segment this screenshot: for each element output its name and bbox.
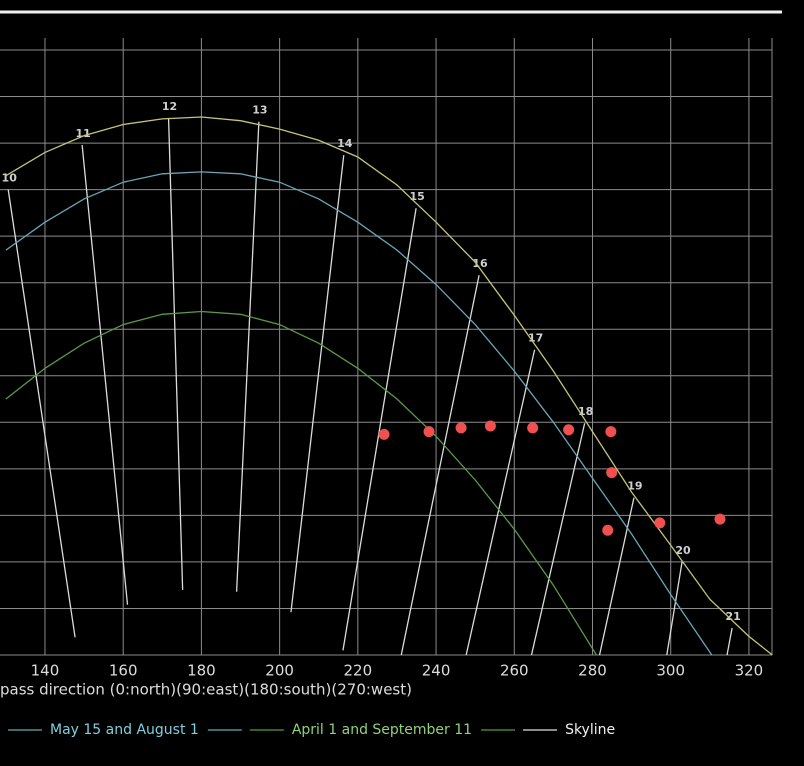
x-tick-label: 160 — [109, 662, 138, 680]
hour-line — [465, 349, 536, 656]
skyline-point — [563, 424, 575, 436]
x-tick-label: 180 — [187, 662, 216, 680]
x-tick-label: 240 — [422, 662, 451, 680]
skyline-point — [527, 422, 539, 434]
hour-label: 19 — [627, 480, 642, 493]
skyline-point — [423, 426, 435, 438]
x-tick-label: 260 — [500, 662, 529, 680]
x-tick-label: 300 — [656, 662, 685, 680]
hour-label: 20 — [675, 544, 691, 557]
hour-label: 15 — [409, 190, 424, 203]
sun-path — [5, 171, 713, 656]
hour-line — [81, 144, 129, 605]
skyline-point — [714, 513, 726, 525]
x-tick-label: 220 — [344, 662, 373, 680]
hour-line — [342, 208, 417, 651]
hour-label: 12 — [162, 100, 177, 113]
legend-label: May 15 and August 1 — [50, 722, 199, 738]
hour-label: 16 — [472, 257, 488, 270]
skyline-point — [605, 426, 617, 438]
hour-line — [726, 627, 733, 656]
hour-label: 10 — [2, 172, 18, 185]
x-tick-label: 320 — [735, 662, 764, 680]
hour-line — [7, 189, 76, 638]
hour-line — [400, 275, 480, 656]
hour-line — [290, 155, 345, 613]
skyline-point — [654, 517, 666, 529]
x-tick-label: 200 — [265, 662, 294, 680]
hour-line — [167, 117, 184, 590]
hour-label: 14 — [337, 137, 353, 150]
skyline-point — [606, 467, 618, 479]
x-tick-label: 140 — [31, 662, 60, 680]
skyline-point — [602, 524, 614, 536]
hour-label: 13 — [252, 104, 267, 117]
hour-line — [530, 423, 586, 656]
hour-line — [598, 497, 635, 656]
hour-line — [235, 121, 260, 592]
legend-label: April 1 and September 11 — [292, 722, 472, 738]
hour-label: 21 — [725, 610, 740, 623]
skyline-point — [378, 428, 390, 440]
hour-line — [666, 561, 683, 656]
skyline-point — [455, 422, 467, 434]
hour-label: 17 — [528, 332, 543, 345]
legend-label: Skyline — [565, 722, 615, 738]
hour-label: 11 — [75, 127, 90, 140]
x-tick-label: 280 — [578, 662, 607, 680]
sun-path — [5, 310, 597, 656]
x-axis-label: pass direction (0:north)(90:east)(180:so… — [0, 681, 412, 699]
skyline-point — [484, 420, 496, 432]
